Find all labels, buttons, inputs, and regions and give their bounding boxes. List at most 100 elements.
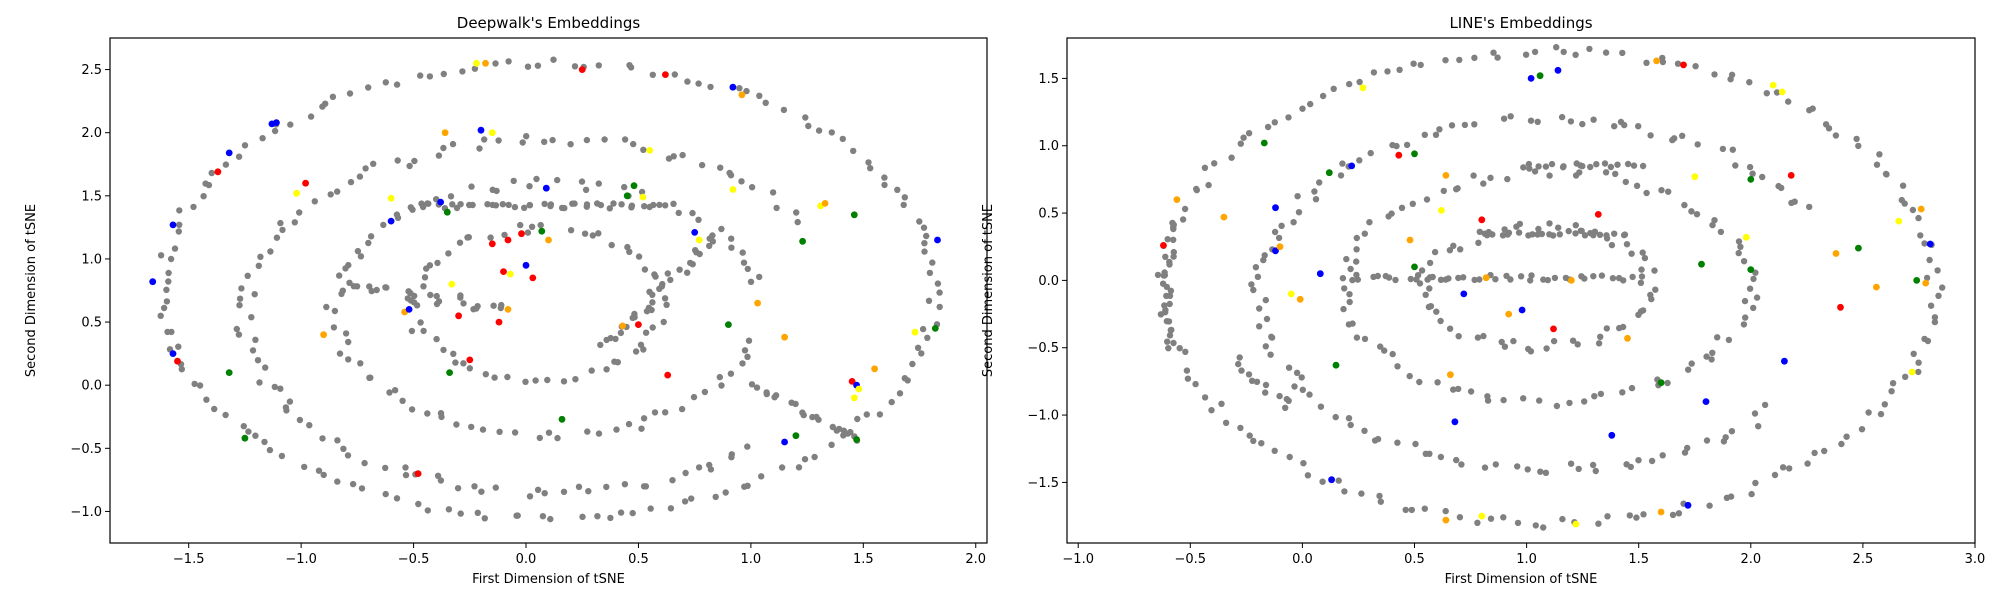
scatter-point-orange [1505, 310, 1513, 318]
scatter-point-green [1747, 176, 1755, 183]
scatter-point [1237, 424, 1244, 432]
scatter-point [795, 464, 803, 471]
scatter-point [1193, 185, 1200, 193]
scatter-point-orange [821, 200, 829, 207]
scatter-point [1377, 343, 1384, 350]
scatter-point [1773, 89, 1781, 96]
scatter-point [1192, 380, 1199, 388]
scatter-point [1750, 304, 1757, 312]
scatter-point-green [1657, 379, 1665, 387]
scatter-point [1608, 241, 1616, 249]
y-tick-label: 0.0 [1038, 274, 1059, 289]
scatter-point [1581, 275, 1588, 282]
x-tick-label: 3.0 [1965, 552, 1986, 567]
y-tick-label: 1.5 [81, 189, 102, 204]
scatter-point [1593, 161, 1600, 168]
scatter-point [561, 204, 568, 212]
scatter-point-blue [781, 438, 788, 446]
scatter-point [1179, 216, 1187, 223]
scatter-point [296, 209, 303, 216]
scatter-point [514, 512, 521, 519]
scatter-point-yellow [1438, 207, 1445, 214]
scatter-point [1254, 273, 1262, 280]
scatter-point [560, 378, 568, 385]
scatter-point [342, 330, 350, 337]
scatter-point [662, 409, 669, 416]
scatter-point-red [1680, 61, 1687, 69]
scatter-point [447, 193, 455, 200]
scatter-point [1354, 276, 1362, 283]
scatter-point [630, 140, 637, 148]
scatter-point [492, 202, 500, 209]
scatter-point-yellow [911, 328, 919, 336]
scatter-point [1184, 375, 1192, 382]
scatter-point [778, 464, 786, 471]
scatter-point [1549, 232, 1557, 239]
scatter-point [1240, 134, 1247, 141]
scatter-point [1921, 335, 1928, 343]
scatter-point-orange [1296, 295, 1304, 303]
scatter-point [670, 200, 677, 207]
scatter-point [534, 62, 542, 69]
scatter-point [366, 374, 373, 381]
plot-frame [1066, 37, 1976, 544]
scatter-point [1675, 510, 1683, 517]
scatter-point [160, 304, 168, 312]
scatter-point [1374, 272, 1382, 280]
scatter-point [618, 201, 625, 208]
scatter-point-red [1478, 216, 1486, 224]
scatter-point [163, 286, 170, 293]
scatter-point [511, 429, 519, 436]
scatter-point [1286, 453, 1293, 461]
scatter-point-orange [1406, 236, 1414, 244]
scatter-point [1665, 188, 1672, 195]
scatter-point [1548, 160, 1556, 168]
scatter-point [1431, 248, 1439, 256]
scatter-point [582, 186, 590, 193]
scatter-point [1182, 348, 1189, 355]
scatter-point-blue [477, 126, 485, 134]
scatter-point [651, 409, 659, 416]
scatter-point-red [302, 179, 309, 187]
scatter-point [262, 364, 269, 371]
scatter-point [235, 153, 243, 160]
scatter-point [482, 371, 489, 378]
scatter-point [1258, 440, 1265, 447]
scatter-point [867, 165, 874, 172]
scatter-point [1542, 163, 1550, 170]
scatter-point [923, 232, 930, 240]
scatter-point [1343, 255, 1350, 263]
scatter-point [632, 348, 640, 355]
scatter-point-blue [542, 184, 550, 192]
scatter-point [167, 255, 175, 263]
scatter-point-yellow [1895, 217, 1903, 225]
scatter-point [641, 266, 649, 273]
scatter-point [533, 175, 540, 183]
scatter-point [393, 495, 401, 502]
scatter-point [426, 73, 434, 80]
scatter-point [1623, 241, 1631, 248]
scatter-point [1640, 511, 1647, 518]
scatter-point [1374, 435, 1382, 443]
scatter-point-blue [1272, 204, 1279, 212]
scatter-point [491, 374, 498, 381]
x-tick-label: −1.0 [285, 552, 317, 567]
scatter-point [1489, 231, 1496, 238]
scatter-point [627, 64, 635, 71]
scatter-point [1436, 126, 1443, 133]
scatter-point [521, 204, 528, 211]
scatter-point [1709, 349, 1716, 356]
scatter-point-red [1160, 242, 1167, 249]
scatter-point [517, 221, 524, 229]
scatter-point-orange [1173, 196, 1181, 204]
scatter-point [370, 160, 377, 167]
scatter-point [1165, 345, 1172, 352]
scatter-point [1746, 163, 1754, 171]
scatter-point [597, 201, 605, 209]
scatter-point [526, 493, 534, 500]
scatter-point [1614, 161, 1621, 168]
scatter-point [1527, 348, 1535, 355]
scatter-point [346, 90, 354, 97]
x-tick-label: 0.0 [516, 552, 537, 567]
scatter-point [283, 407, 290, 414]
